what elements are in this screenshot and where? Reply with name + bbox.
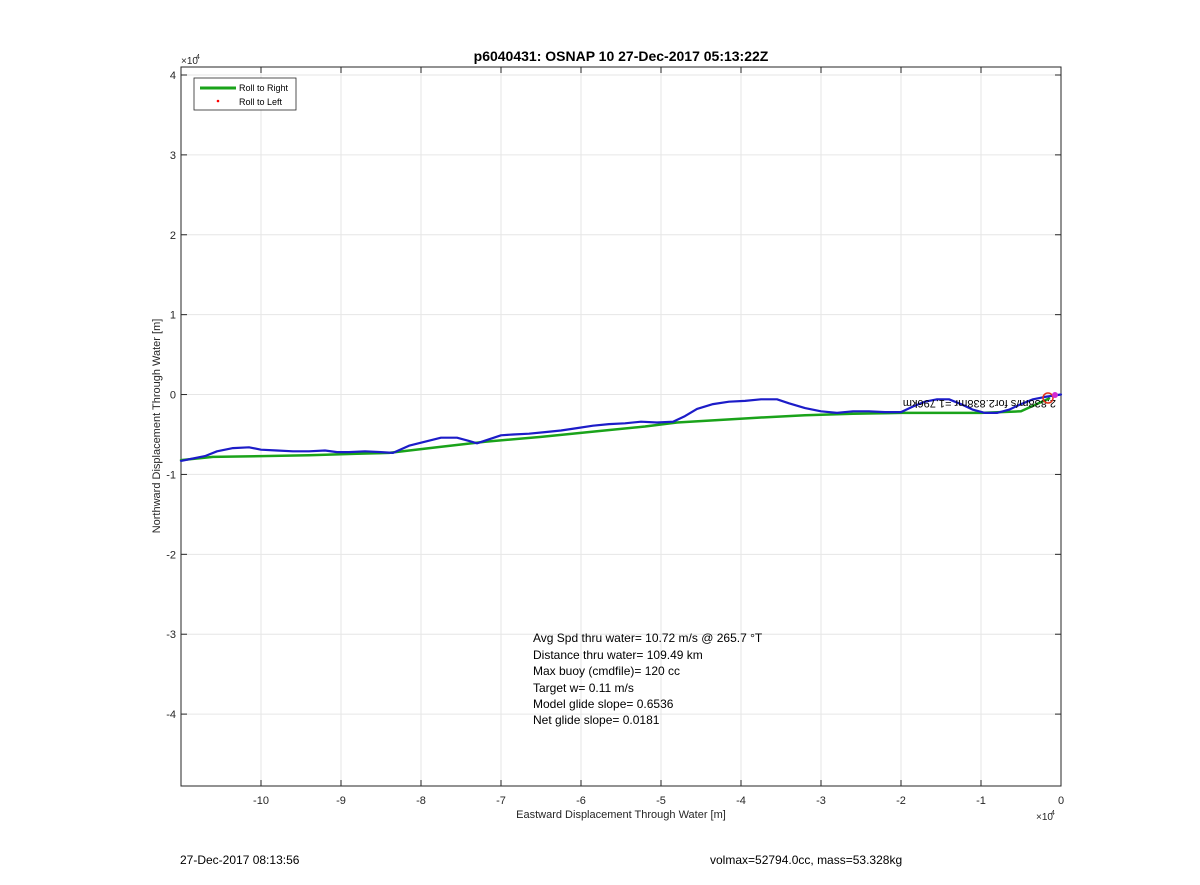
x-tick-label: -6 (576, 795, 586, 807)
x-tick-label: -8 (416, 795, 426, 807)
legend-box (193, 77, 297, 111)
y-tick-label: 0 (170, 390, 176, 402)
stat-avg-speed: Avg Spd thru water= 10.72 m/s @ 265.7 °T (533, 631, 763, 645)
y-tick-label: -3 (166, 629, 176, 641)
x-exponent-label: ×10 4 (1036, 810, 1055, 823)
stats-annotations: Avg Spd thru water= 10.72 m/s @ 265.7 °T… (533, 631, 763, 727)
stat-max-buoy: Max buoy (cmdfile)= 120 cc (533, 664, 680, 678)
stat-net-glide: Net glide slope= 0.0181 (533, 713, 660, 727)
footer-timestamp: 27-Dec-2017 08:13:56 (180, 853, 300, 867)
stat-distance: Distance thru water= 109.49 km (533, 648, 703, 662)
x-tick-label: -7 (496, 795, 506, 807)
chart-title: p6040431: OSNAP 10 27-Dec-2017 05:13:22Z (474, 48, 769, 64)
endpoint-annotation: 2.838m/s for2.838mr =1.796km (903, 397, 1056, 409)
stat-target-w: Target w= 0.11 m/s (533, 681, 634, 695)
surface-marker (1052, 392, 1058, 398)
end-marker-circle (1042, 392, 1054, 404)
x-tick-label: -3 (816, 795, 826, 807)
x-tick-label: -9 (336, 795, 346, 807)
y-tick-label: -2 (166, 549, 176, 561)
y-tick-label: -1 (166, 469, 176, 481)
footer-volmax-mass: volmax=52794.0cc, mass=53.328kg (710, 853, 903, 867)
x-tick-label: -4 (736, 795, 746, 807)
y-tick-label: 3 (170, 150, 176, 162)
axes-box (180, 66, 1062, 787)
series-layer (179, 393, 1063, 462)
x-exponent-base: ×10 (1036, 812, 1053, 823)
y-tick-label: -4 (166, 709, 176, 721)
y-tick-label: 1 (170, 310, 176, 322)
x-axis-label: Eastward Displacement Through Water [m] (516, 809, 726, 821)
legend-label-roll-right: Roll to Right (239, 83, 289, 93)
y-axis-label: Northward Displacement Through Water [m] (151, 319, 163, 534)
y-tick-label: 4 (170, 70, 176, 82)
x-exponent-power: 4 (1051, 810, 1055, 817)
x-tick-label: 0 (1058, 795, 1064, 807)
y-tick-label: 2 (170, 230, 176, 242)
grid-lines (181, 67, 1062, 786)
x-tick-label: -10 (253, 795, 269, 807)
x-tick-label: -2 (896, 795, 906, 807)
legend-swatch-roll-left (216, 99, 220, 103)
legend-label-roll-left: Roll to Left (239, 97, 283, 107)
y-exponent-label: ×10 4 (181, 54, 200, 67)
y-exponent-base: ×10 (181, 56, 198, 67)
series-line-track (179, 393, 1063, 462)
legend: Roll to Right Roll to Left (193, 77, 297, 111)
stat-model-glide: Model glide slope= 0.6536 (533, 697, 674, 711)
y-exponent-power: 4 (196, 54, 200, 61)
x-tick-label: -5 (656, 795, 666, 807)
x-tick-label: -1 (976, 795, 986, 807)
series-line-roll-to-right (179, 397, 1051, 462)
